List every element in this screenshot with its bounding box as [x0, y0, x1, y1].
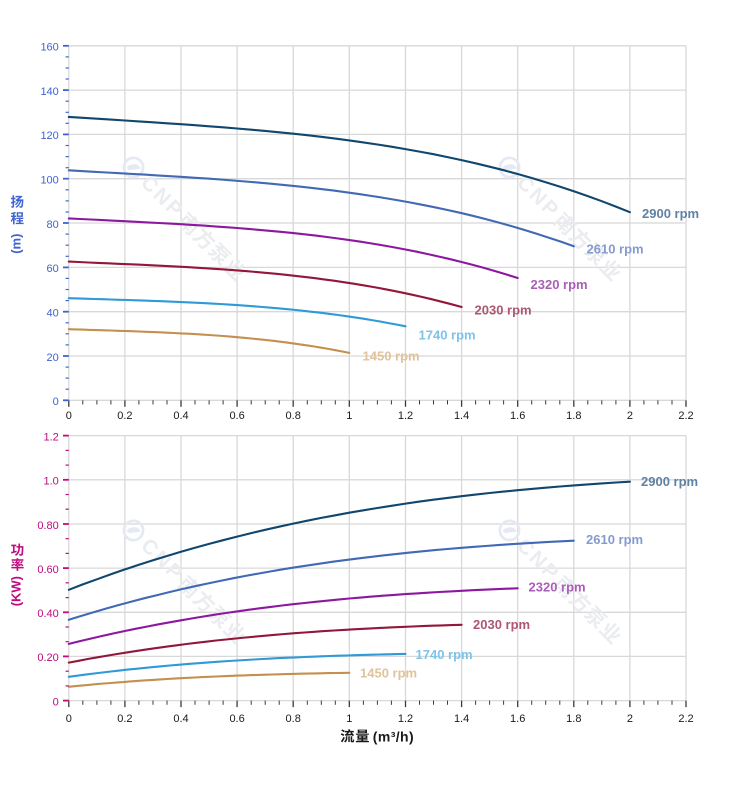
svg-text:2610 rpm: 2610 rpm [586, 532, 643, 547]
svg-text:0.60: 0.60 [37, 564, 58, 576]
svg-text:2.2: 2.2 [678, 713, 693, 725]
svg-text:1.0: 1.0 [44, 476, 59, 488]
svg-text:0.40: 0.40 [37, 608, 58, 620]
svg-text:2320 rpm: 2320 rpm [531, 277, 588, 292]
svg-text:0.2: 0.2 [117, 713, 132, 725]
svg-text:20: 20 [47, 352, 59, 364]
svg-text:1.4: 1.4 [454, 410, 469, 422]
svg-text:2: 2 [627, 410, 633, 422]
svg-text:1: 1 [346, 410, 352, 422]
svg-text:1.2: 1.2 [44, 431, 59, 443]
svg-text:1.6: 1.6 [510, 713, 525, 725]
svg-text:0.4: 0.4 [173, 713, 188, 725]
svg-text:1450 rpm: 1450 rpm [363, 349, 420, 364]
svg-text:0: 0 [53, 396, 59, 408]
svg-text:0.6: 0.6 [229, 713, 244, 725]
svg-text:100: 100 [40, 175, 58, 187]
svg-text:0.4: 0.4 [173, 410, 188, 422]
svg-text:(m): (m) [8, 234, 23, 254]
svg-text:1740 rpm: 1740 rpm [416, 647, 473, 662]
svg-text:0.8: 0.8 [286, 713, 301, 725]
svg-text:(KW): (KW) [8, 576, 23, 606]
svg-text:80: 80 [47, 219, 59, 231]
svg-text:1.6: 1.6 [510, 410, 525, 422]
svg-text:120: 120 [40, 130, 58, 142]
svg-text:0.2: 0.2 [117, 410, 132, 422]
svg-text:160: 160 [40, 42, 58, 54]
svg-text:0.20: 0.20 [37, 652, 58, 664]
svg-text:140: 140 [40, 86, 58, 98]
svg-text:0: 0 [53, 696, 59, 708]
svg-text:1: 1 [346, 713, 352, 725]
svg-text:1.8: 1.8 [566, 713, 581, 725]
svg-text:2320 rpm: 2320 rpm [529, 580, 586, 595]
svg-text:2030 rpm: 2030 rpm [475, 303, 532, 318]
svg-text:2: 2 [627, 713, 633, 725]
svg-text:1740 rpm: 1740 rpm [419, 328, 476, 343]
svg-text:(m³/h): (m³/h) [373, 728, 414, 744]
svg-text:2900 rpm: 2900 rpm [642, 206, 699, 221]
svg-text:2030 rpm: 2030 rpm [473, 617, 530, 632]
svg-text:2900 rpm: 2900 rpm [641, 474, 698, 489]
svg-text:1.2: 1.2 [398, 410, 413, 422]
svg-text:1.4: 1.4 [454, 713, 469, 725]
svg-text:1450 rpm: 1450 rpm [360, 665, 417, 680]
svg-text:2.2: 2.2 [678, 410, 693, 422]
svg-text:0.8: 0.8 [286, 410, 301, 422]
svg-text:0.6: 0.6 [229, 410, 244, 422]
svg-text:0: 0 [66, 410, 72, 422]
svg-text:0.80: 0.80 [37, 520, 58, 532]
svg-text:1.2: 1.2 [398, 713, 413, 725]
svg-text:2610 rpm: 2610 rpm [587, 242, 644, 257]
svg-text:40: 40 [47, 308, 59, 320]
svg-text:60: 60 [47, 263, 59, 275]
svg-text:0: 0 [66, 713, 72, 725]
svg-text:1.8: 1.8 [566, 410, 581, 422]
